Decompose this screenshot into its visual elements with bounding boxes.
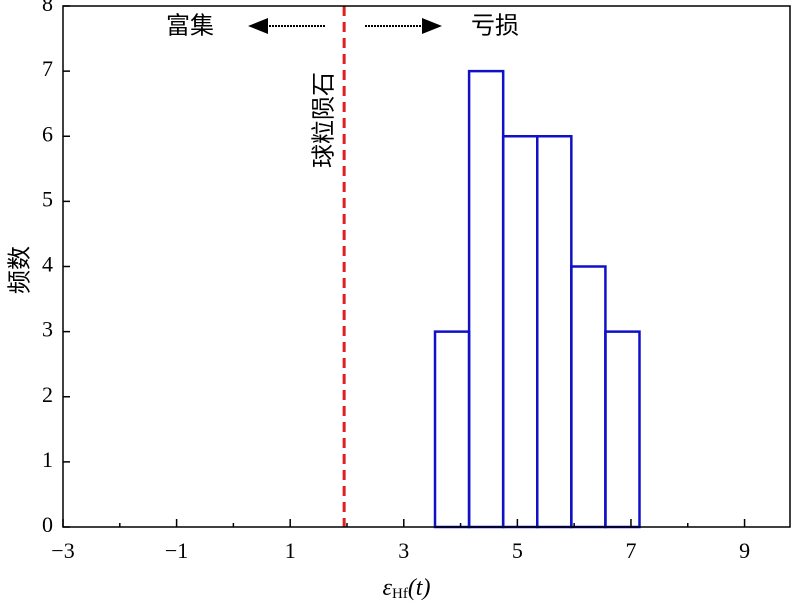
bar bbox=[501, 135, 539, 529]
y-tick-label: 2 bbox=[42, 382, 53, 407]
y-tick-label: 3 bbox=[42, 317, 53, 342]
x-tick-label: −3 bbox=[51, 538, 74, 563]
x-tick-label: 1 bbox=[285, 538, 296, 563]
bar bbox=[536, 135, 573, 529]
bar bbox=[570, 265, 607, 529]
y-axis-label: 频数 bbox=[7, 246, 34, 294]
y-tick-label: 5 bbox=[42, 186, 53, 211]
x-tick-label: 3 bbox=[398, 538, 409, 563]
x-tick-label: 5 bbox=[512, 538, 523, 563]
y-tick-label: 1 bbox=[42, 447, 53, 472]
y-tick-label: 6 bbox=[42, 121, 53, 146]
annotation: 亏损 bbox=[471, 13, 519, 40]
x-tick-label: −1 bbox=[165, 538, 188, 563]
x-axis-label: εHf(t) bbox=[383, 575, 431, 603]
y-tick-label: 0 bbox=[42, 512, 53, 537]
x-label-subscript: Hf bbox=[392, 586, 408, 602]
annotation: 富集 bbox=[166, 13, 214, 40]
y-tick-label: 8 bbox=[42, 0, 53, 16]
x-label-symbol: ε bbox=[383, 575, 393, 601]
x-tick-label: 9 bbox=[739, 538, 750, 563]
bar bbox=[433, 330, 471, 529]
plot-frame bbox=[62, 5, 791, 528]
x-label-argument: (t) bbox=[408, 575, 431, 601]
bar bbox=[467, 69, 505, 529]
y-tick-label: 4 bbox=[42, 252, 53, 277]
x-tick-label: 7 bbox=[625, 538, 636, 563]
y-tick-label: 7 bbox=[42, 56, 53, 81]
reference-label: 球粒陨石 bbox=[311, 72, 338, 168]
bar bbox=[604, 330, 641, 529]
